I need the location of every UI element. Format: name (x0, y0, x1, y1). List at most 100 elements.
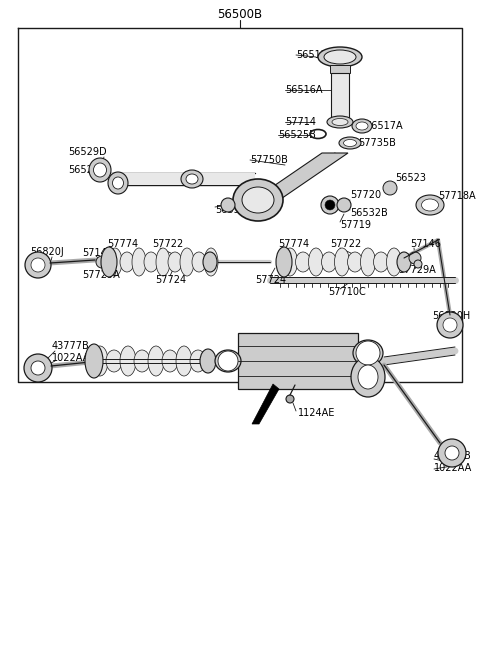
Ellipse shape (332, 119, 348, 125)
Ellipse shape (120, 252, 134, 272)
Ellipse shape (148, 346, 164, 376)
Circle shape (221, 198, 235, 212)
Ellipse shape (120, 346, 136, 376)
Ellipse shape (89, 158, 111, 182)
Text: 56525B: 56525B (278, 130, 316, 140)
Ellipse shape (283, 248, 298, 276)
Ellipse shape (318, 47, 362, 67)
Ellipse shape (339, 137, 361, 149)
Circle shape (445, 446, 459, 460)
Text: 57710C: 57710C (328, 287, 366, 297)
Ellipse shape (352, 119, 372, 133)
Text: 57720: 57720 (350, 190, 381, 200)
Text: 56529D: 56529D (68, 147, 107, 157)
Text: 56517B: 56517B (296, 50, 334, 60)
Ellipse shape (360, 248, 375, 276)
Circle shape (414, 260, 422, 268)
Bar (331, 73, 349, 118)
Circle shape (356, 341, 380, 365)
Ellipse shape (176, 346, 192, 376)
Circle shape (325, 200, 335, 210)
Ellipse shape (203, 252, 217, 272)
Ellipse shape (162, 350, 178, 372)
Ellipse shape (416, 195, 444, 215)
Ellipse shape (386, 248, 401, 276)
Ellipse shape (106, 350, 122, 372)
Text: 56516A: 56516A (285, 85, 323, 95)
Ellipse shape (108, 172, 128, 194)
Text: 1022AA: 1022AA (52, 353, 90, 363)
Ellipse shape (192, 252, 206, 272)
Ellipse shape (353, 340, 383, 366)
Text: 57146: 57146 (410, 239, 441, 249)
Ellipse shape (186, 174, 198, 184)
Ellipse shape (200, 349, 216, 373)
Text: 57729A: 57729A (82, 270, 120, 280)
Ellipse shape (181, 170, 203, 188)
Text: 57735B: 57735B (358, 138, 396, 148)
Circle shape (24, 354, 52, 382)
Text: 56820H: 56820H (432, 311, 470, 321)
Ellipse shape (215, 350, 241, 372)
Text: 43777B: 43777B (434, 451, 472, 461)
Text: 57724: 57724 (255, 275, 286, 285)
Text: 57722: 57722 (152, 239, 183, 249)
Text: 56523: 56523 (395, 173, 426, 183)
Text: 57729A: 57729A (398, 265, 436, 275)
Ellipse shape (327, 116, 353, 128)
Text: 57774: 57774 (278, 239, 309, 249)
Circle shape (96, 256, 108, 268)
Bar (330, 65, 350, 73)
Ellipse shape (335, 248, 349, 276)
Bar (108, 173, 255, 185)
Text: 56517A: 56517A (365, 121, 403, 131)
Circle shape (31, 258, 45, 272)
Ellipse shape (344, 140, 357, 146)
Text: 1124AE: 1124AE (298, 408, 336, 418)
Ellipse shape (108, 248, 122, 276)
Text: 56521B: 56521B (68, 165, 106, 175)
Text: 43777B: 43777B (52, 341, 90, 351)
Text: 56551A: 56551A (215, 205, 252, 215)
Circle shape (31, 361, 45, 375)
Ellipse shape (204, 248, 218, 276)
Ellipse shape (233, 179, 283, 221)
Ellipse shape (94, 163, 107, 177)
Ellipse shape (421, 199, 439, 211)
Bar (238, 333, 358, 389)
Circle shape (25, 252, 51, 278)
Text: 57722: 57722 (330, 239, 361, 249)
Ellipse shape (322, 252, 336, 272)
Ellipse shape (112, 177, 123, 189)
Ellipse shape (324, 50, 356, 64)
Ellipse shape (134, 350, 150, 372)
Circle shape (437, 312, 463, 338)
Text: 57718A: 57718A (438, 191, 476, 201)
Circle shape (337, 198, 351, 212)
Ellipse shape (309, 248, 324, 276)
Circle shape (443, 318, 457, 332)
Text: 57714: 57714 (285, 117, 316, 127)
Ellipse shape (190, 350, 206, 372)
Ellipse shape (358, 365, 378, 389)
Circle shape (102, 263, 110, 271)
Ellipse shape (276, 247, 292, 277)
Circle shape (218, 351, 238, 371)
Text: 57719: 57719 (340, 220, 371, 230)
Ellipse shape (92, 346, 108, 376)
Ellipse shape (132, 248, 146, 276)
Text: 1022AA: 1022AA (434, 463, 472, 473)
Circle shape (321, 196, 339, 214)
Ellipse shape (397, 252, 411, 272)
Text: 57724: 57724 (155, 275, 186, 285)
Text: 56500B: 56500B (217, 7, 263, 20)
Ellipse shape (351, 357, 385, 397)
Circle shape (409, 252, 421, 264)
Ellipse shape (85, 344, 103, 378)
Ellipse shape (242, 187, 274, 213)
Ellipse shape (180, 248, 194, 276)
Ellipse shape (101, 247, 117, 277)
Circle shape (286, 395, 294, 403)
Ellipse shape (356, 122, 368, 130)
Text: 57750B: 57750B (250, 155, 288, 165)
